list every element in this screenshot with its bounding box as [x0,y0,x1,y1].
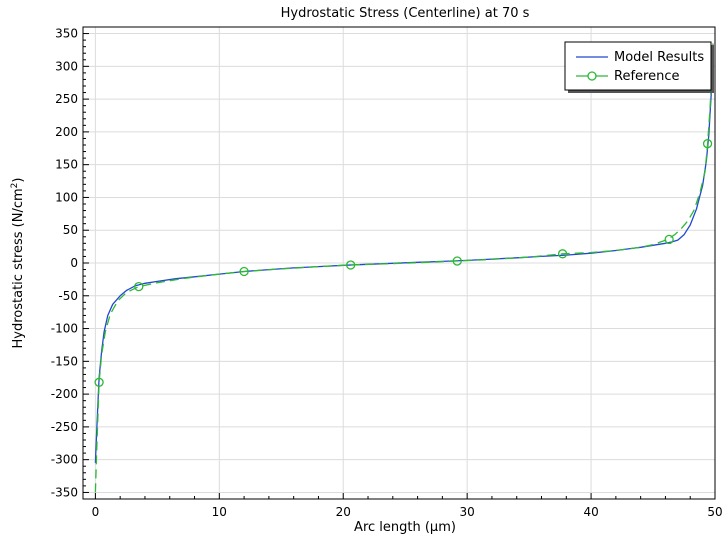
y-tick-label: -250 [51,420,78,434]
x-tick-label: 30 [460,505,475,519]
y-axis-title: Hydrostatic stress (N/cm2) [10,178,26,349]
chart-title: Hydrostatic Stress (Centerline) at 70 s [281,6,530,21]
x-axis-title: Arc length (µm) [354,520,456,535]
legend-marker-reference [587,71,597,81]
y-tick-label: 50 [63,223,78,237]
y-tick-label: 250 [55,92,78,106]
marker-reference [239,266,249,277]
y-tick-label: 350 [55,27,78,41]
y-tick-label: -50 [58,289,78,303]
x-tick-label: 20 [336,505,351,519]
legend-label-reference: Reference [614,69,679,84]
x-tick-label: 0 [92,505,100,519]
y-tick-label: 300 [55,59,78,73]
series-line-reference [94,40,714,493]
y-tick-label: -200 [51,387,78,401]
y-axis-title-tail: ) [11,178,26,183]
legend-label-model-results: Model Results [614,50,704,65]
axis-ticks: 0 10 20 30 40 50 -350 -300 -250 -200 -150 -100 -50 0 5… [51,26,722,519]
y-tick-label: 0 [70,256,78,270]
y-axis-title-superscript: 2 [10,183,20,189]
y-tick-label: -350 [51,485,78,499]
marker-reference [702,139,713,149]
y-tick-label: 200 [55,125,78,139]
y-tick-label: -100 [51,322,78,336]
marker-reference [664,234,674,245]
y-tick-label: -150 [51,354,78,368]
y-tick-label: 100 [55,190,78,204]
marker-reference [94,377,104,387]
legend-box [564,41,712,91]
x-tick-label: 10 [212,505,227,519]
x-tick-label: 50 [707,505,722,519]
legend: Model Results Reference [564,41,714,93]
marker-reference [134,281,144,292]
x-tick-label: 40 [583,505,598,519]
marker-reference [557,249,568,259]
marker-reference [452,256,462,266]
y-tick-label: 150 [55,158,78,172]
y-axis-title-main: Hydrostatic stress (N/cm [11,188,26,348]
marker-reference [346,260,356,270]
series-line-model-results [94,54,714,463]
series-layer [94,40,714,493]
y-tick-label: -300 [51,453,78,467]
